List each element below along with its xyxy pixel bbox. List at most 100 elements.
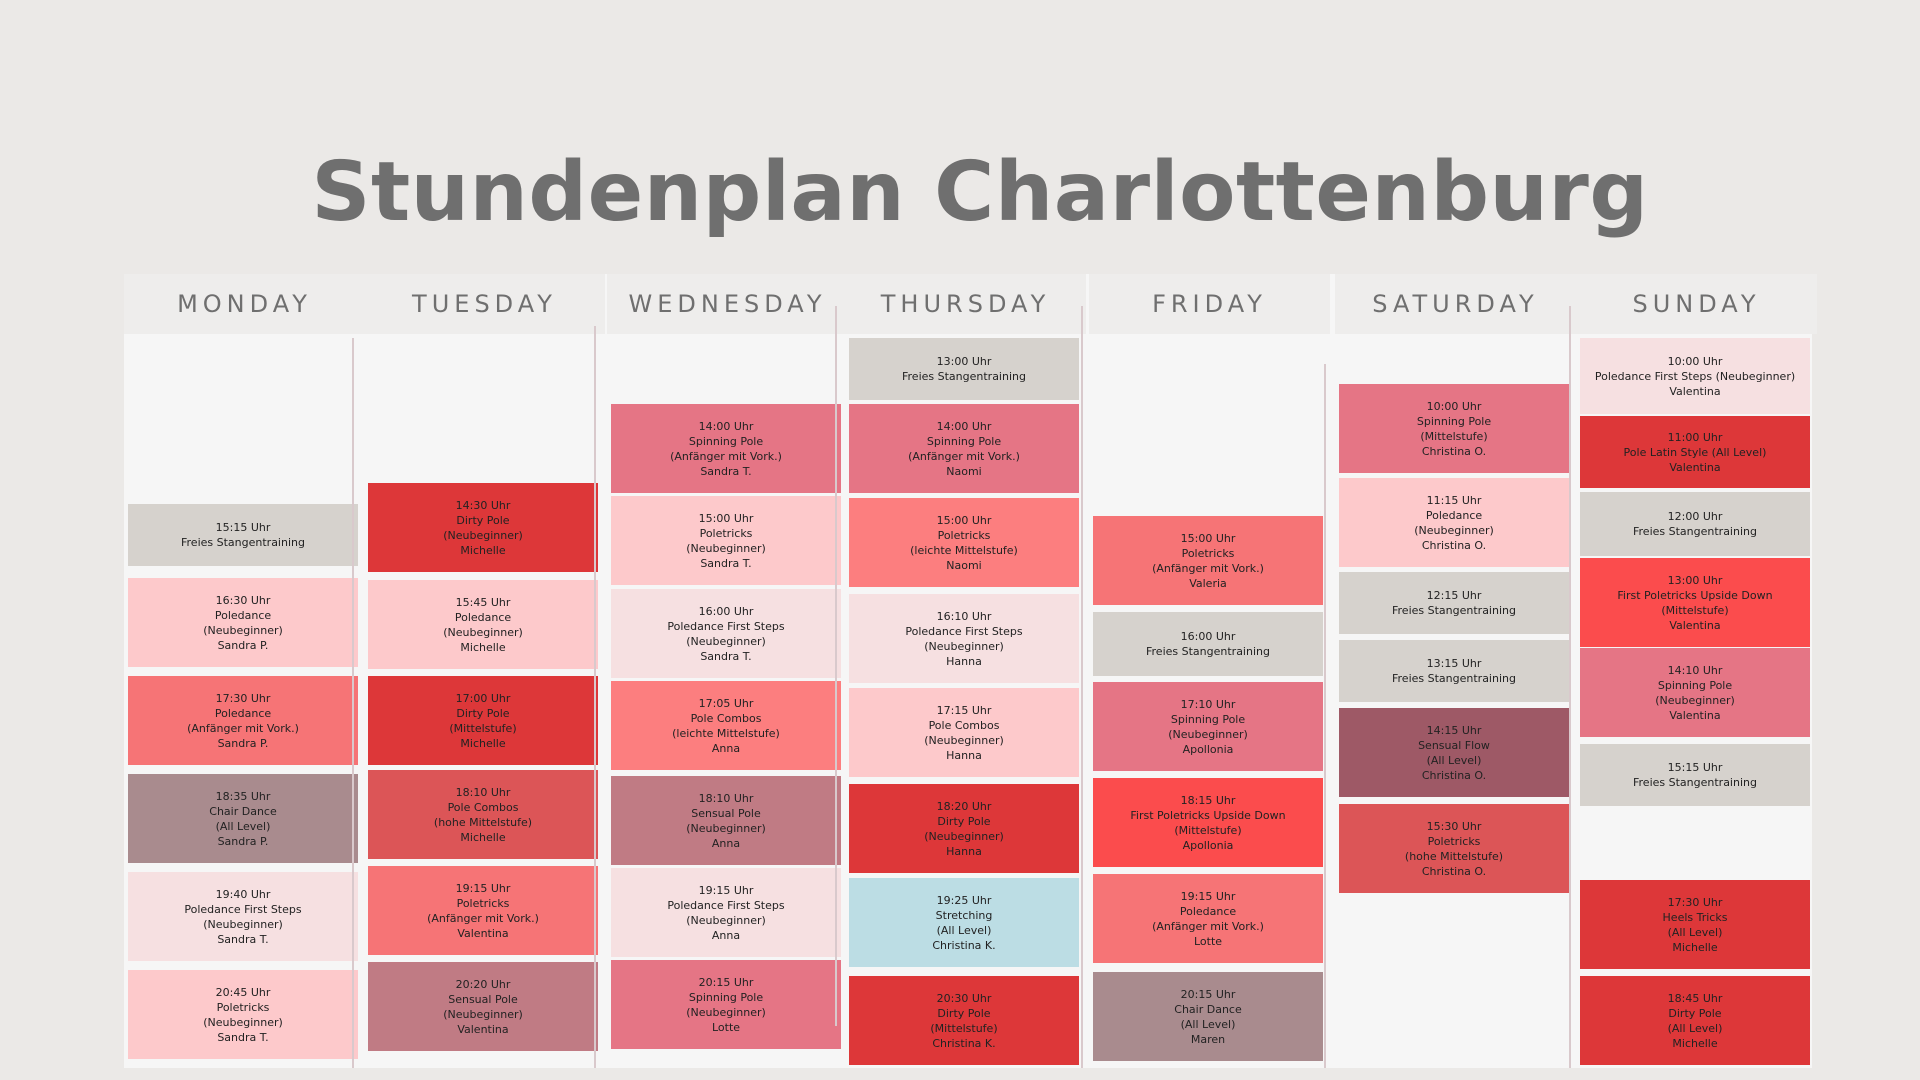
class-time: 10:00 Uhr (1667, 354, 1723, 368)
class-card: 15:15 Uhr Freies Stangentraining (128, 504, 358, 566)
column-divider (1324, 364, 1326, 1068)
class-detail: Sensual Pole (691, 806, 761, 820)
class-detail: Apollonia (1182, 838, 1234, 852)
class-card: 18:10 Uhr Sensual Pole (Neubeginner) Anna (611, 776, 841, 865)
class-detail: Freies Stangentraining (1392, 672, 1516, 685)
class-time: 14:15 Uhr (1426, 723, 1482, 737)
class-detail: Poletricks (1181, 546, 1235, 560)
class-card: 15:00 Uhr Poletricks (Neubeginner) Sandra T… (611, 496, 841, 585)
class-detail: Sandra T. (217, 1030, 269, 1044)
class-detail: Poletricks (937, 528, 991, 542)
day-column-sunday: SUNDAY 10:00 Uhr Poledance First Steps (Ne… (1576, 274, 1817, 1068)
class-detail: (All Level) (1180, 1017, 1236, 1031)
column-divider (1569, 306, 1571, 1068)
class-detail: Dirty Pole (456, 513, 510, 527)
class-detail: Lotte (1193, 934, 1223, 948)
class-card: 10:00 Uhr Spinning Pole (Mittelstufe) Chris… (1339, 384, 1569, 473)
day-header: FRIDAY (1089, 274, 1330, 334)
day-header: SUNDAY (1576, 274, 1817, 334)
class-time: 14:10 Uhr (1667, 663, 1723, 677)
class-detail: Sandra T. (700, 556, 752, 570)
class-card: 15:45 Uhr Poledance (Neubeginner) Michelle (368, 580, 598, 669)
day-header: WEDNESDAY (607, 274, 848, 334)
class-time: 10:00 Uhr (1426, 399, 1482, 413)
class-time: 15:30 Uhr (1426, 819, 1482, 833)
class-card: 17:30 Uhr Heels Tricks (All Level) Michelle (1580, 880, 1810, 969)
class-detail: Michelle (460, 640, 506, 654)
class-detail: Freies Stangentraining (1633, 525, 1757, 538)
class-detail: Spinning Pole (688, 434, 764, 448)
class-detail: (hohe Mittelstufe) (433, 815, 533, 829)
class-detail: Christina O. (1421, 768, 1487, 782)
class-detail: (Neubeginner) (924, 733, 1004, 747)
class-detail: Poledance First Steps (667, 898, 785, 912)
class-card: 19:40 Uhr Poledance First Steps (Neubeginn… (128, 872, 358, 961)
class-detail: Chair Dance (1174, 1002, 1242, 1016)
class-detail: Sensual Flow (1418, 738, 1490, 752)
class-detail: (Neubeginner) (686, 821, 766, 835)
class-detail: Michelle (460, 543, 506, 557)
class-detail: (Neubeginner) (203, 623, 283, 637)
class-time: 18:20 Uhr (936, 799, 992, 813)
class-card: 11:15 Uhr Poledance (Neubeginner) Christina… (1339, 478, 1569, 567)
class-time: 19:15 Uhr (698, 883, 754, 897)
class-card: 19:15 Uhr Poledance First Steps (Neubeginn… (611, 868, 841, 957)
class-card: 17:00 Uhr Dirty Pole (Mittelstufe) Michelle (368, 676, 598, 765)
class-detail: (All Level) (936, 923, 992, 937)
class-detail: (Mittelstufe) (449, 721, 517, 735)
class-detail: Maren (1190, 1032, 1226, 1046)
class-card: 16:00 Uhr Freies Stangentraining (1093, 612, 1323, 676)
class-card: 11:00 Uhr Pole Latin Style (All Level) Val… (1580, 416, 1810, 488)
class-detail: Sandra P. (217, 736, 269, 750)
class-card: 19:15 Uhr Poletricks (Anfänger mit Vork.) V… (368, 866, 598, 955)
class-detail: (Neubeginner) (203, 1015, 283, 1029)
class-detail: (Neubeginner) (1655, 693, 1735, 707)
class-detail: Poletricks (699, 526, 753, 540)
class-time: 12:00 Uhr (1667, 510, 1723, 523)
class-detail: Christina O. (1421, 864, 1487, 878)
class-detail: Anna (711, 836, 741, 850)
class-time: 14:00 Uhr (936, 419, 992, 433)
day-header: TUESDAY (364, 274, 605, 334)
class-time: 15:00 Uhr (936, 513, 992, 527)
class-detail: Naomi (946, 558, 982, 572)
class-detail: Poledance First Steps (667, 619, 785, 633)
schedule-board: MONDAY 15:15 Uhr Freies Stangentraining 16:… (124, 274, 1817, 1068)
class-card: 16:00 Uhr Poledance First Steps (Neubeginn… (611, 589, 841, 678)
class-detail: Valentina (457, 1022, 509, 1036)
class-detail: (Neubeginner) (686, 913, 766, 927)
class-detail: Poletricks (456, 896, 510, 910)
class-time: 17:05 Uhr (698, 696, 754, 710)
class-detail: Valeria (1189, 576, 1227, 590)
class-detail: (Mittelstufe) (930, 1021, 998, 1035)
class-time: 17:30 Uhr (1667, 895, 1723, 909)
day-column-friday: FRIDAY 15:00 Uhr Poletricks (Anfänger mit V… (1089, 274, 1330, 1068)
class-card: 13:00 Uhr First Poletricks Upside Down (Mi… (1580, 558, 1810, 647)
class-detail: (Neubeginner) (203, 917, 283, 931)
class-card: 14:15 Uhr Sensual Flow (All Level) Christin… (1339, 708, 1569, 797)
class-detail: Dirty Pole (456, 706, 510, 720)
class-time: 13:00 Uhr (936, 355, 992, 368)
class-detail: (leichte Mittelstufe) (672, 726, 780, 740)
class-time: 19:25 Uhr (936, 893, 992, 907)
class-detail: Sensual Pole (448, 992, 518, 1006)
class-card: 16:10 Uhr Poledance First Steps (Neubeginn… (849, 594, 1079, 683)
column-divider (835, 306, 837, 1026)
class-detail: Poledance (454, 610, 512, 624)
class-detail: Poledance First Steps (905, 624, 1023, 638)
class-time: 12:15 Uhr (1426, 589, 1482, 602)
class-time: 16:30 Uhr (215, 593, 271, 607)
class-detail: Sandra P. (217, 834, 269, 848)
class-detail: (Anfänger mit Vork.) (427, 911, 539, 925)
class-time: 18:35 Uhr (215, 789, 271, 803)
class-time: 15:15 Uhr (215, 521, 271, 534)
class-detail: (Neubeginner) (443, 528, 523, 542)
class-card: 16:30 Uhr Poledance (Neubeginner) Sandra P. (128, 578, 358, 667)
class-detail: Chair Dance (209, 804, 277, 818)
day-column-thursday: THURSDAY 13:00 Uhr Freies Stangentraining 1… (845, 274, 1086, 1068)
class-detail: Poledance (1425, 508, 1483, 522)
class-detail: Sandra T. (700, 464, 752, 478)
class-time: 18:10 Uhr (455, 785, 511, 799)
class-detail: Poledance First Steps (Neubeginner) (1594, 369, 1796, 383)
class-detail: (Anfänger mit Vork.) (670, 449, 782, 463)
